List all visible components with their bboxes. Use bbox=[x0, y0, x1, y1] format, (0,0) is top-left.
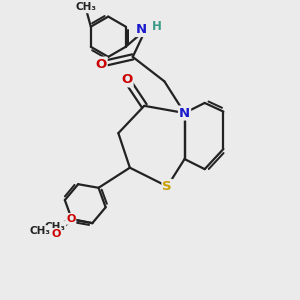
Text: O: O bbox=[121, 74, 133, 86]
Text: O: O bbox=[95, 58, 107, 70]
Text: N: N bbox=[136, 23, 147, 36]
Text: CH₃: CH₃ bbox=[30, 226, 51, 236]
Text: S: S bbox=[163, 180, 172, 193]
Text: N: N bbox=[179, 106, 190, 119]
Text: O: O bbox=[66, 214, 75, 224]
Text: CH₃: CH₃ bbox=[44, 222, 65, 232]
Text: H: H bbox=[152, 20, 162, 33]
Text: O: O bbox=[51, 229, 61, 239]
Text: CH₃: CH₃ bbox=[76, 2, 97, 12]
